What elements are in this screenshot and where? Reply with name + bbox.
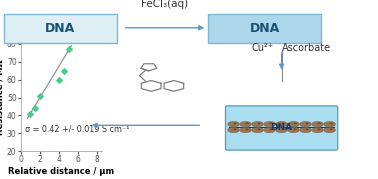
Point xyxy=(61,69,67,72)
Circle shape xyxy=(245,129,249,130)
Circle shape xyxy=(300,127,311,133)
Circle shape xyxy=(228,121,239,127)
Text: Ascorbate: Ascorbate xyxy=(282,43,331,53)
Circle shape xyxy=(330,129,333,130)
Circle shape xyxy=(228,127,239,133)
Point xyxy=(65,48,71,51)
Circle shape xyxy=(276,127,287,133)
Text: DNA: DNA xyxy=(271,123,293,132)
Circle shape xyxy=(305,129,309,130)
Text: FeCl₃(aq): FeCl₃(aq) xyxy=(141,0,188,9)
Circle shape xyxy=(252,127,263,133)
Circle shape xyxy=(300,121,311,127)
Circle shape xyxy=(288,127,299,133)
Point xyxy=(32,107,38,110)
Circle shape xyxy=(233,129,237,130)
Circle shape xyxy=(282,123,285,124)
Circle shape xyxy=(293,129,297,130)
FancyBboxPatch shape xyxy=(4,14,117,43)
Circle shape xyxy=(282,129,285,130)
Circle shape xyxy=(305,123,309,124)
Text: DNA: DNA xyxy=(45,22,76,35)
Circle shape xyxy=(240,127,251,133)
X-axis label: Relative distance / μm: Relative distance / μm xyxy=(8,167,115,176)
Text: σ = 0.42 +/- 0.019 S cm⁻¹: σ = 0.42 +/- 0.019 S cm⁻¹ xyxy=(25,125,129,134)
Circle shape xyxy=(257,129,261,130)
Circle shape xyxy=(324,121,335,127)
Point xyxy=(27,112,33,115)
Circle shape xyxy=(330,123,333,124)
Circle shape xyxy=(233,123,237,124)
Circle shape xyxy=(264,127,276,133)
Circle shape xyxy=(288,121,299,127)
Circle shape xyxy=(264,121,276,127)
Circle shape xyxy=(270,129,273,130)
Circle shape xyxy=(324,127,335,133)
Circle shape xyxy=(252,121,263,127)
Circle shape xyxy=(318,129,321,130)
FancyBboxPatch shape xyxy=(208,14,321,43)
Point xyxy=(56,78,62,81)
Circle shape xyxy=(276,121,287,127)
Circle shape xyxy=(293,123,297,124)
Circle shape xyxy=(240,121,251,127)
FancyBboxPatch shape xyxy=(225,106,338,150)
Circle shape xyxy=(318,123,321,124)
Text: Cu²⁺: Cu²⁺ xyxy=(252,43,274,53)
Circle shape xyxy=(270,123,273,124)
Text: DNA: DNA xyxy=(249,22,280,35)
Circle shape xyxy=(245,123,249,124)
Y-axis label: Resistance / MΩ: Resistance / MΩ xyxy=(0,60,4,135)
Circle shape xyxy=(257,123,261,124)
Point xyxy=(37,94,43,97)
Circle shape xyxy=(312,127,324,133)
Circle shape xyxy=(312,121,324,127)
